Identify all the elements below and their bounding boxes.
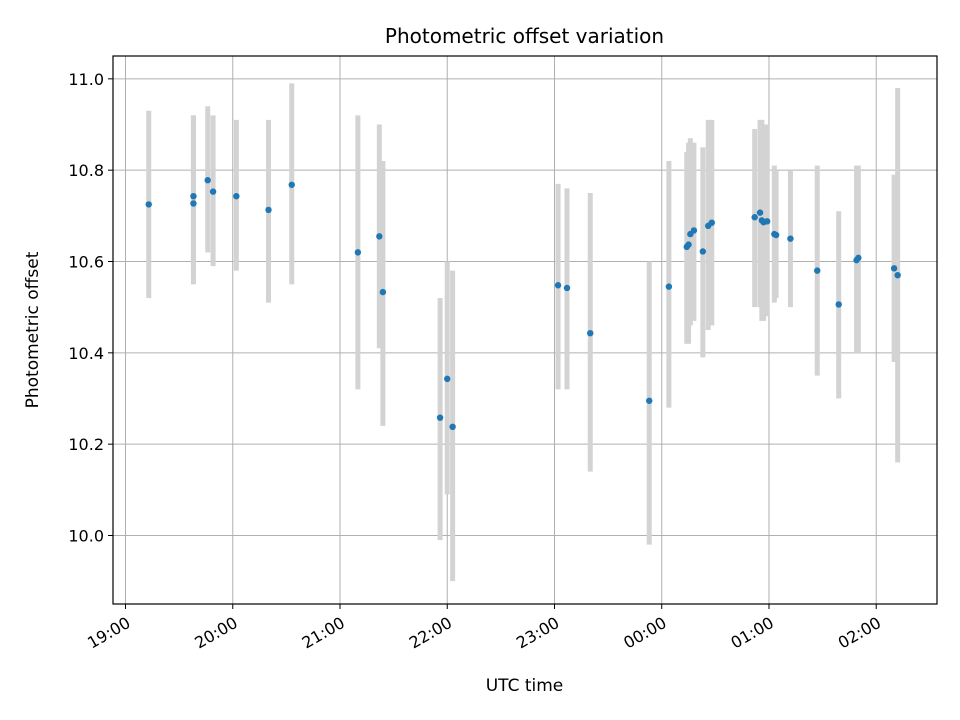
- chart-title: Photometric offset variation: [385, 24, 664, 48]
- data-point: [145, 201, 152, 208]
- data-point: [699, 248, 707, 255]
- data-point: [190, 200, 197, 207]
- data-point: [436, 414, 444, 421]
- data-point: [763, 218, 771, 225]
- y-tick-label: 11.0: [68, 70, 104, 89]
- y-tick-label: 10.8: [68, 161, 104, 180]
- data-point: [890, 265, 898, 272]
- data-point: [444, 375, 451, 383]
- data-point: [265, 206, 272, 214]
- data-point: [554, 282, 562, 289]
- data-points: [145, 177, 901, 431]
- grid: [113, 56, 937, 604]
- data-point: [751, 214, 758, 221]
- y-axis-ticks: 10.0 10.2 10.4 10.6 10.8 11.0: [68, 70, 113, 546]
- data-point: [190, 192, 197, 200]
- data-point: [685, 241, 692, 248]
- data-point: [376, 233, 383, 240]
- data-point: [665, 283, 673, 290]
- data-point: [708, 219, 715, 226]
- data-point: [354, 249, 362, 256]
- data-point: [449, 423, 456, 431]
- data-point: [563, 284, 571, 292]
- data-point: [787, 235, 794, 242]
- data-point: [204, 177, 211, 184]
- data-point: [379, 288, 387, 296]
- data-point: [288, 181, 295, 188]
- data-point: [894, 272, 901, 279]
- y-tick-label: 10.2: [68, 435, 104, 454]
- data-point: [690, 227, 698, 234]
- data-point: [814, 267, 821, 274]
- data-point: [756, 209, 764, 216]
- y-tick-label: 10.6: [68, 253, 104, 272]
- y-tick-label: 10.4: [68, 344, 104, 363]
- y-tick-label: 10.0: [68, 527, 104, 546]
- data-point: [835, 301, 842, 308]
- data-point: [233, 192, 240, 200]
- data-point: [855, 254, 862, 262]
- data-point: [209, 188, 217, 195]
- y-axis-title: Photometric offset: [23, 251, 43, 408]
- data-point: [587, 329, 594, 337]
- plot-frame: [112, 55, 938, 605]
- data-point: [646, 397, 653, 404]
- data-point: [772, 231, 780, 239]
- x-axis-title: UTC time: [486, 676, 564, 696]
